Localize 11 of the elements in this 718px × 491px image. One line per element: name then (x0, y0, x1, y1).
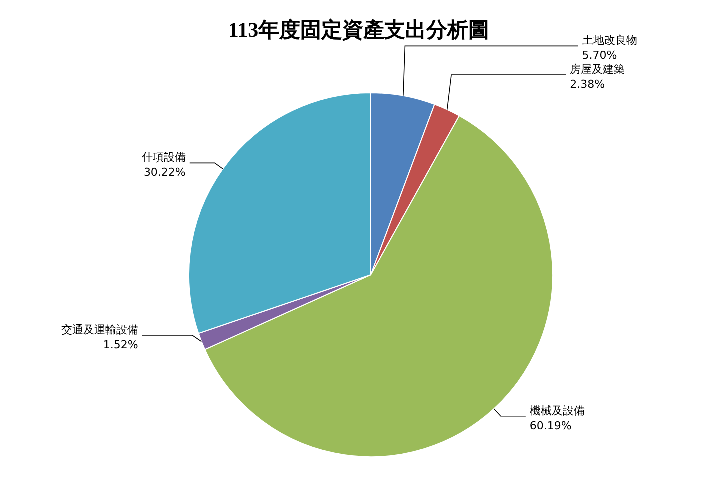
data-label: 2.38% (570, 78, 606, 92)
chart-title: 113年度固定資產支出分析圖 (228, 18, 490, 42)
slice-label: 交通及運輸設備 (61, 323, 138, 336)
data-label: 30.22% (144, 166, 186, 180)
data-label: 1.52% (103, 338, 138, 352)
data-label: 60.19% (530, 419, 572, 432)
slice-label: 機械及設備 (530, 404, 585, 418)
data-label: 5.70% (582, 49, 618, 62)
slice-label: 什項設備 (142, 151, 186, 164)
slice-label: 土地改良物 (582, 34, 638, 48)
slice-label: 房屋及建築 (570, 63, 626, 76)
